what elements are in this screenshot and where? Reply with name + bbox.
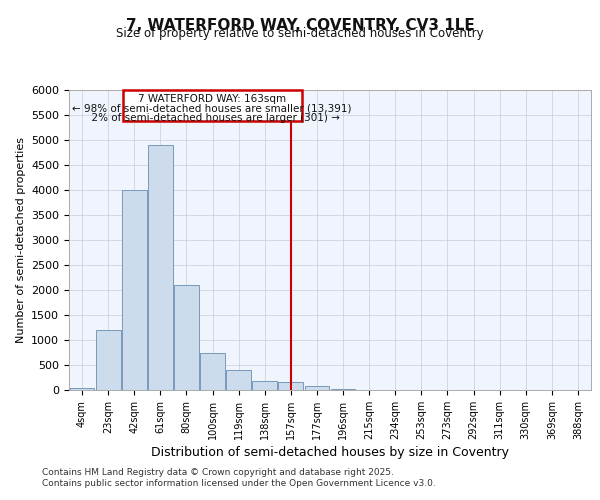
Text: Contains HM Land Registry data © Crown copyright and database right 2025.
Contai: Contains HM Land Registry data © Crown c… (42, 468, 436, 487)
Bar (174, 285, 199, 390)
Bar (305, 386, 329, 390)
Bar (253, 381, 277, 390)
Text: 7 WATERFORD WAY: 163sqm: 7 WATERFORD WAY: 163sqm (138, 94, 286, 104)
Bar (226, 370, 251, 390)
Text: 7, WATERFORD WAY, COVENTRY, CV3 1LE: 7, WATERFORD WAY, COVENTRY, CV3 1LE (125, 18, 475, 32)
Text: 2% of semi-detached houses are larger (301) →: 2% of semi-detached houses are larger (3… (85, 113, 340, 123)
Bar (200, 352, 225, 390)
FancyBboxPatch shape (122, 90, 302, 121)
X-axis label: Distribution of semi-detached houses by size in Coventry: Distribution of semi-detached houses by … (151, 446, 509, 459)
Bar (70, 388, 94, 390)
Bar (122, 190, 146, 390)
Bar (278, 382, 303, 390)
Y-axis label: Number of semi-detached properties: Number of semi-detached properties (16, 137, 26, 343)
Bar (148, 145, 173, 390)
Text: Size of property relative to semi-detached houses in Coventry: Size of property relative to semi-detach… (116, 28, 484, 40)
Text: ← 98% of semi-detached houses are smaller (13,391): ← 98% of semi-detached houses are smalle… (73, 104, 352, 114)
Bar (96, 330, 121, 390)
Bar (331, 388, 355, 390)
